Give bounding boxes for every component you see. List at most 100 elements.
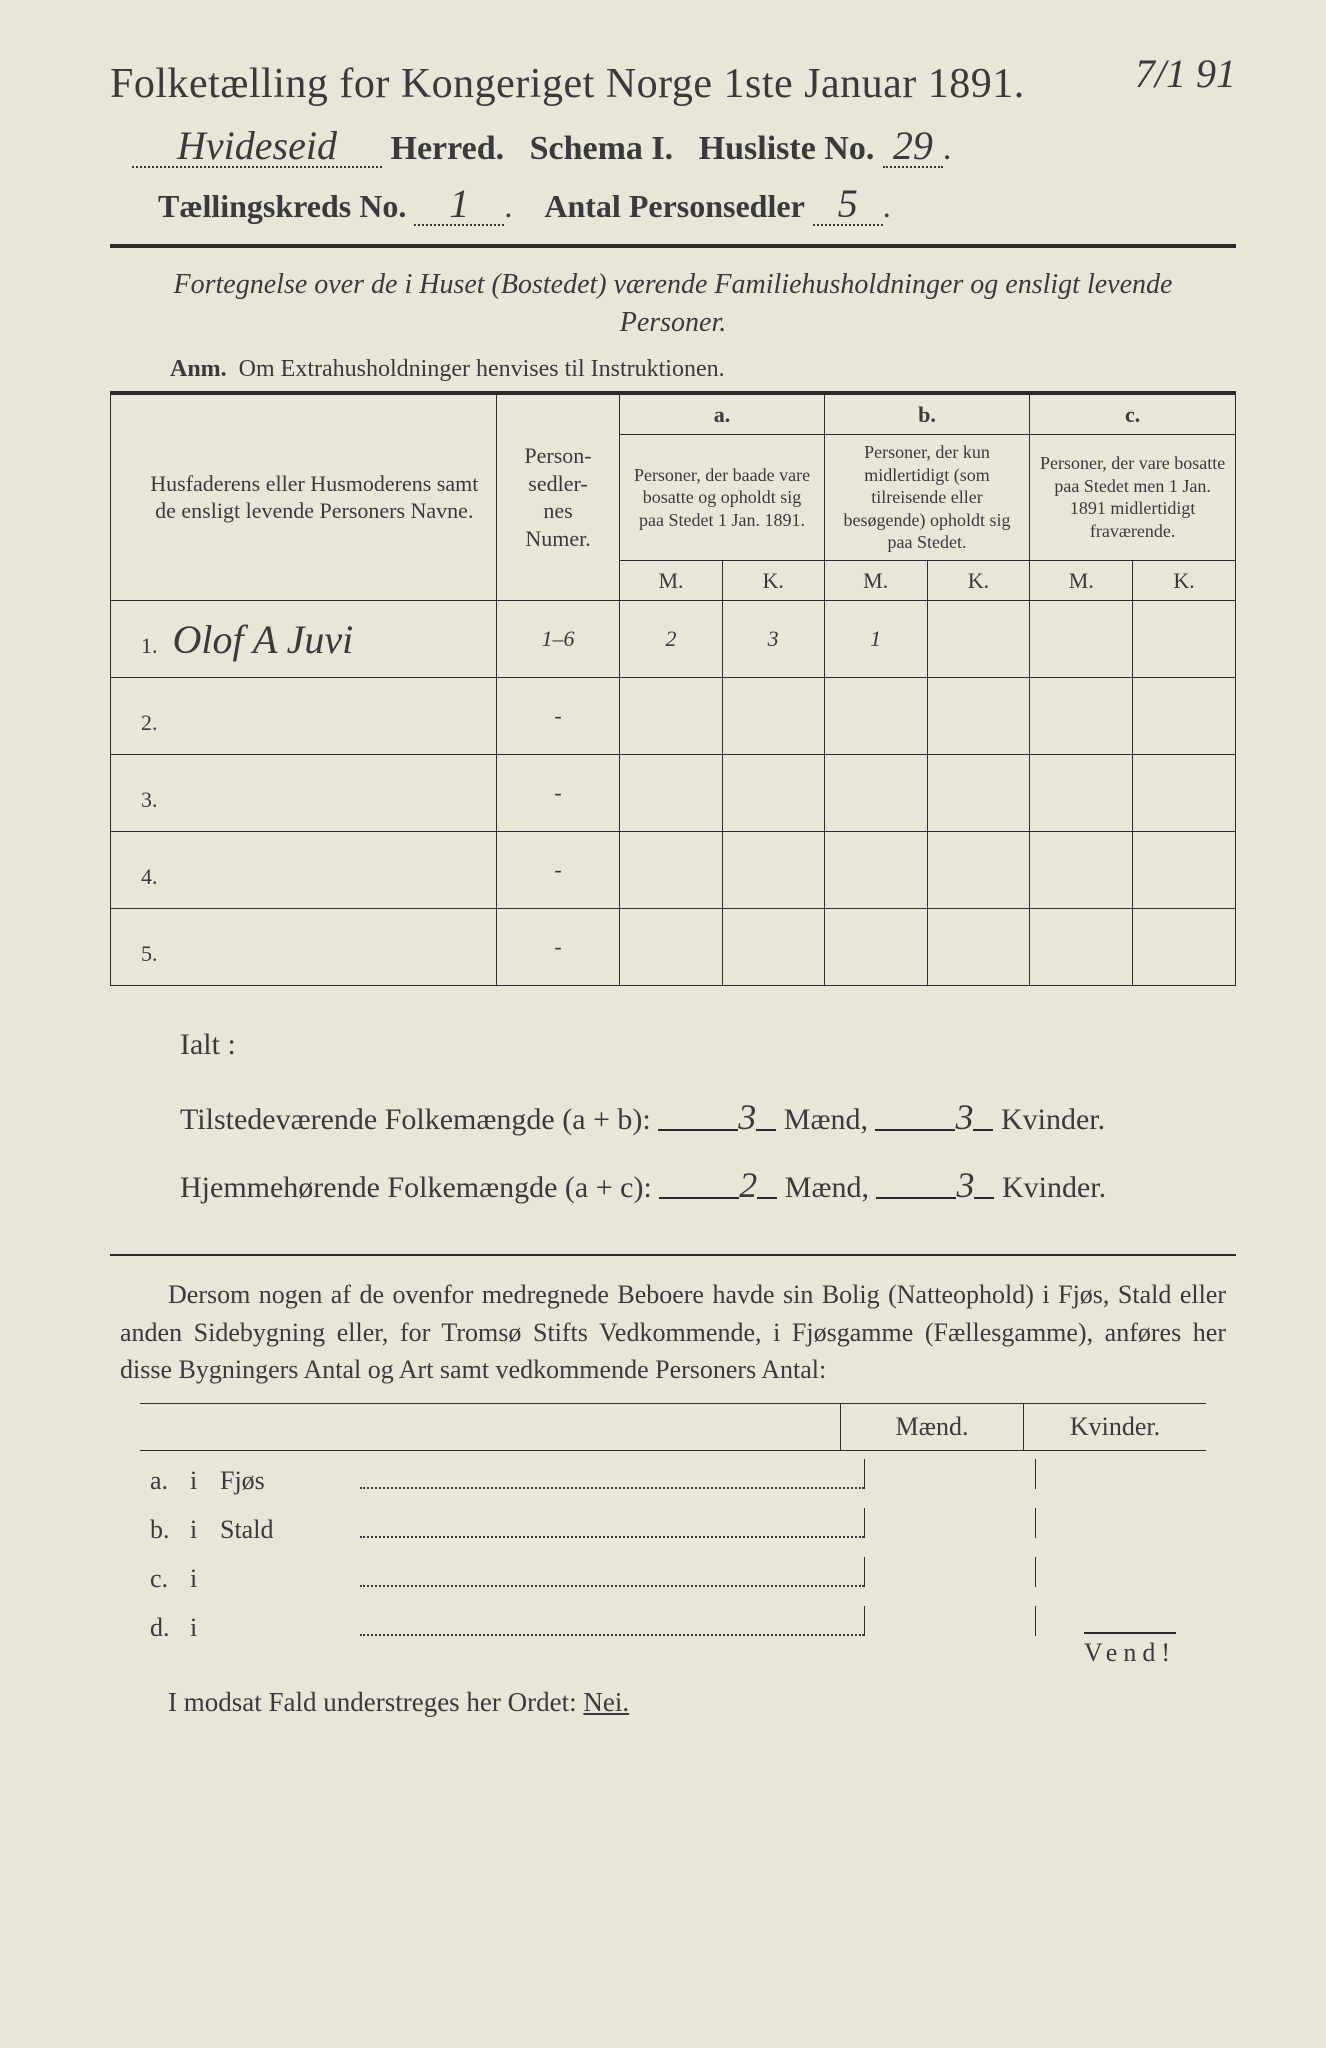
cell-cm <box>1030 601 1133 678</box>
maend-label-2: Mænd, <box>785 1171 869 1204</box>
building-m <box>864 1557 1035 1587</box>
buildings-h-k: Kvinder. <box>1023 1404 1206 1450</box>
th-numer: Person- sedler- nes Numer. <box>496 393 620 601</box>
buildings-paragraph: Dersom nogen af de ovenfor medregnede Be… <box>120 1276 1226 1389</box>
th-c-k: K. <box>1133 560 1236 601</box>
resident-label: Hjemmehørende Folkemængde (a + c): <box>180 1159 652 1216</box>
cell-cm <box>1030 832 1133 909</box>
rule-1 <box>110 244 1236 248</box>
cell-cm <box>1030 678 1133 755</box>
building-name: Fjøs <box>220 1466 360 1496</box>
buildings-header: Mænd. Kvinder. <box>140 1403 1206 1451</box>
cell-ck <box>1133 601 1236 678</box>
totals-block: Ialt : Tilstedeværende Folkemængde (a + … <box>180 1016 1236 1220</box>
cell-num: 1–6 <box>496 601 620 678</box>
th-b-m: M. <box>824 560 927 601</box>
cell-cm <box>1030 755 1133 832</box>
cell-num: - <box>496 678 620 755</box>
cell-name: 5. <box>111 909 497 986</box>
th-a-k: K. <box>722 560 824 601</box>
cell-ak <box>722 909 824 986</box>
anm-label: Anm. <box>170 356 227 382</box>
header-line-3: Tællingskreds No. 1. Antal Personsedler … <box>110 184 1236 226</box>
cell-bm <box>824 755 927 832</box>
th-a-head: a. <box>620 393 824 435</box>
building-row: a.iFjøs <box>140 1451 1206 1500</box>
building-name: Stald <box>220 1515 360 1545</box>
building-i: i <box>190 1564 220 1594</box>
cell-ck <box>1133 832 1236 909</box>
building-key: a. <box>140 1466 190 1496</box>
cell-bm <box>824 909 927 986</box>
th-c-head: c. <box>1030 393 1236 435</box>
present-k: 3 <box>955 1083 973 1151</box>
husliste-label: Husliste No. <box>699 130 875 167</box>
th-names: Husfaderens eller Husmoderens samt de en… <box>111 393 497 601</box>
cell-bk <box>927 678 1030 755</box>
building-key: c. <box>140 1564 190 1594</box>
anm-text: Om Extrahusholdninger henvises til Instr… <box>239 356 725 382</box>
cell-name: 4. <box>111 832 497 909</box>
resident-line: Hjemmehørende Folkemængde (a + c): 2 Mæn… <box>180 1151 1236 1219</box>
building-i: i <box>190 1613 220 1643</box>
corner-annotation: 7/1 91 <box>1135 50 1236 97</box>
building-dots <box>360 1564 864 1587</box>
resident-k: 3 <box>956 1151 974 1219</box>
kreds-label: Tællingskreds No. <box>158 188 406 224</box>
table-row: 1. Olof A Juvi1–6231 <box>111 601 1236 678</box>
cell-bk <box>927 755 1030 832</box>
herred-name-field: Hvideseid <box>132 126 382 168</box>
cell-name: 3. <box>111 755 497 832</box>
building-m <box>864 1459 1035 1489</box>
present-m: 3 <box>738 1083 756 1151</box>
cell-am: 2 <box>620 601 722 678</box>
cell-name: 1. Olof A Juvi <box>111 601 497 678</box>
personsedler-label: Antal Personsedler <box>544 188 804 224</box>
nei-pre: I modsat Fald understreges her Ordet: <box>168 1687 583 1717</box>
kreds-no-field: 1 <box>414 184 504 226</box>
schema-label: Schema I. <box>530 130 674 167</box>
building-row: d.i <box>140 1598 1206 1647</box>
kvinder-label-2: Kvinder. <box>1002 1171 1106 1204</box>
cell-am <box>620 755 722 832</box>
maend-label: Mænd, <box>784 1103 868 1136</box>
building-key: d. <box>140 1613 190 1643</box>
building-k <box>1035 1557 1206 1587</box>
cell-ck <box>1133 755 1236 832</box>
anm-line: Anm. Om Extrahusholdninger henvises til … <box>170 356 1236 383</box>
building-k <box>1035 1508 1206 1538</box>
resident-m: 2 <box>739 1151 757 1219</box>
page-title: Folketælling for Kongeriget Norge 1ste J… <box>110 60 1236 108</box>
present-line: Tilstedeværende Folkemængde (a + b): 3 M… <box>180 1083 1236 1151</box>
cell-name: 2. <box>111 678 497 755</box>
cell-cm <box>1030 909 1133 986</box>
cell-bm <box>824 678 927 755</box>
rule-2 <box>110 1254 1236 1256</box>
cell-num: - <box>496 832 620 909</box>
herred-label: Herred. <box>391 130 505 167</box>
th-a-text: Personer, der baade vare bosatte og opho… <box>620 435 824 561</box>
cell-bk <box>927 832 1030 909</box>
cell-am <box>620 678 722 755</box>
nei-line: I modsat Fald understreges her Ordet: Ne… <box>120 1687 1226 1718</box>
cell-ck <box>1133 909 1236 986</box>
cell-am <box>620 909 722 986</box>
building-dots <box>360 1466 864 1489</box>
nei-word: Nei. <box>583 1687 629 1717</box>
present-label: Tilstedeværende Folkemængde (a + b): <box>180 1091 651 1148</box>
table-row: 3. - <box>111 755 1236 832</box>
th-b-letter: b. <box>918 402 936 427</box>
cell-bm <box>824 832 927 909</box>
th-b-k: K. <box>927 560 1030 601</box>
cell-bk <box>927 909 1030 986</box>
subtitle: Fortegnelse over de i Huset (Bostedet) v… <box>120 266 1226 342</box>
cell-ak <box>722 832 824 909</box>
buildings-table: Mænd. Kvinder. a.iFjøsb.iStaldc.id.i <box>140 1403 1206 1647</box>
th-c-letter: c. <box>1125 402 1140 427</box>
cell-ak <box>722 678 824 755</box>
building-dots <box>360 1515 864 1538</box>
cell-bk <box>927 601 1030 678</box>
building-m <box>864 1508 1035 1538</box>
ialt-label: Ialt : <box>180 1016 1236 1073</box>
building-i: i <box>190 1466 220 1496</box>
